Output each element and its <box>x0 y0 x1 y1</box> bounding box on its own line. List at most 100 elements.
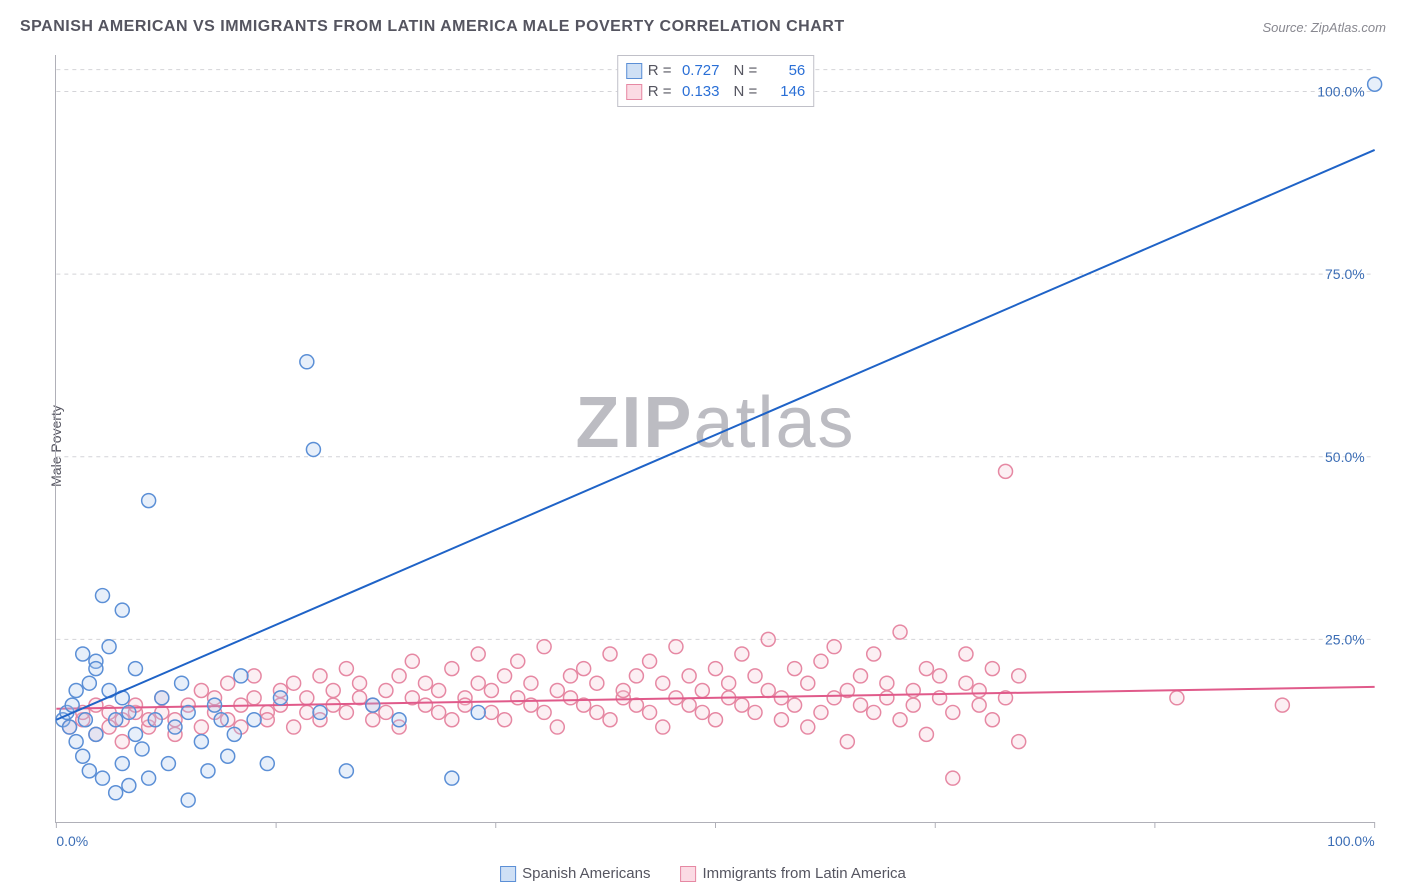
data-point <box>115 757 129 771</box>
data-point <box>69 735 83 749</box>
data-point <box>709 713 723 727</box>
data-point <box>379 705 393 719</box>
data-point <box>669 640 683 654</box>
data-point <box>115 603 129 617</box>
data-point <box>735 647 749 661</box>
y-tick-label: 75.0% <box>1325 266 1365 282</box>
data-point <box>313 705 327 719</box>
data-point <box>919 727 933 741</box>
data-point <box>471 647 485 661</box>
data-point <box>985 713 999 727</box>
data-point <box>893 625 907 639</box>
stats-legend: R =0.727N =56R =0.133N =146 <box>617 55 815 107</box>
data-point <box>748 705 762 719</box>
data-point <box>722 676 736 690</box>
data-point <box>194 684 208 698</box>
data-point <box>682 698 696 712</box>
data-point <box>643 705 657 719</box>
data-point <box>524 676 538 690</box>
data-point <box>682 669 696 683</box>
data-point <box>432 684 446 698</box>
data-point <box>840 735 854 749</box>
data-point <box>563 691 577 705</box>
data-point <box>82 764 96 778</box>
data-point <box>629 669 643 683</box>
data-point <box>458 698 472 712</box>
r-value: 0.727 <box>678 62 720 79</box>
plot-svg: 25.0%50.0%75.0%100.0%0.0%100.0% <box>56 55 1375 822</box>
data-point <box>89 662 103 676</box>
data-point <box>629 698 643 712</box>
data-point <box>300 705 314 719</box>
data-point <box>135 742 149 756</box>
data-point <box>148 713 162 727</box>
data-point <box>985 662 999 676</box>
data-point <box>96 589 110 603</box>
data-point <box>300 355 314 369</box>
data-point <box>603 647 617 661</box>
data-point <box>181 793 195 807</box>
data-point <box>537 640 551 654</box>
data-point <box>260 713 274 727</box>
data-point <box>194 720 208 734</box>
bottom-legend: Spanish Americans Immigrants from Latin A… <box>500 865 906 882</box>
r-label: R = <box>648 62 672 79</box>
data-point <box>471 705 485 719</box>
y-tick-label: 25.0% <box>1325 631 1365 647</box>
data-point <box>788 662 802 676</box>
stats-row: R =0.133N =146 <box>626 81 806 102</box>
data-point <box>109 786 123 800</box>
data-point <box>484 684 498 698</box>
data-point <box>867 647 881 661</box>
data-point <box>814 654 828 668</box>
data-point <box>76 647 90 661</box>
data-point <box>867 705 881 719</box>
data-point <box>418 698 432 712</box>
data-point <box>82 676 96 690</box>
data-point <box>577 662 591 676</box>
legend-item: Spanish Americans <box>500 865 650 882</box>
data-point <box>306 442 320 456</box>
x-tick-label: 100.0% <box>1327 833 1374 849</box>
swatch <box>500 866 516 882</box>
data-point <box>498 713 512 727</box>
data-point <box>933 669 947 683</box>
r-value: 0.133 <box>678 83 720 100</box>
data-point <box>353 676 367 690</box>
source-name: ZipAtlas.com <box>1311 20 1386 35</box>
legend-item: Immigrants from Latin America <box>681 865 906 882</box>
data-point <box>959 647 973 661</box>
data-point <box>774 713 788 727</box>
stats-row: R =0.727N =56 <box>626 60 806 81</box>
data-point <box>946 771 960 785</box>
data-point <box>221 676 235 690</box>
data-point <box>102 640 116 654</box>
data-point <box>313 669 327 683</box>
data-point <box>590 705 604 719</box>
data-point <box>392 669 406 683</box>
r-label: R = <box>648 83 672 100</box>
data-point <box>709 662 723 676</box>
data-point <box>537 705 551 719</box>
data-point <box>287 676 301 690</box>
data-point <box>366 713 380 727</box>
data-point <box>122 705 136 719</box>
data-point <box>603 713 617 727</box>
data-point <box>155 691 169 705</box>
data-point <box>418 676 432 690</box>
data-point <box>1275 698 1289 712</box>
data-point <box>695 705 709 719</box>
data-point <box>247 713 261 727</box>
data-point <box>89 727 103 741</box>
data-point <box>590 676 604 690</box>
data-point <box>774 691 788 705</box>
data-point <box>214 713 228 727</box>
data-point <box>128 727 142 741</box>
data-point <box>78 713 92 727</box>
data-point <box>1012 735 1026 749</box>
chart-title: SPANISH AMERICAN VS IMMIGRANTS FROM LATI… <box>20 18 845 36</box>
n-value: 56 <box>763 62 805 79</box>
data-point <box>161 757 175 771</box>
data-point <box>339 705 353 719</box>
data-point <box>801 676 815 690</box>
